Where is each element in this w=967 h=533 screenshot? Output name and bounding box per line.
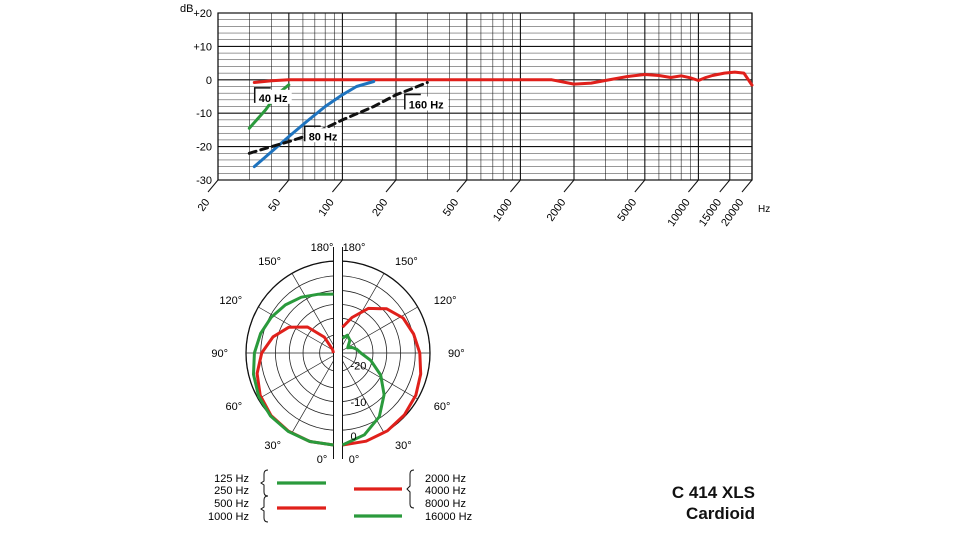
polar-spoke: [291, 352, 339, 433]
legend-label: 2000 Hz: [425, 473, 466, 485]
legend-label: 500 Hz: [214, 498, 249, 510]
x-tick-mark: [332, 179, 343, 193]
polar-angle-label: 150°: [258, 256, 281, 268]
annotation-bracket: [253, 87, 271, 103]
polar-radial-label: 0: [351, 431, 357, 443]
polar-spoke: [258, 352, 339, 400]
annotation-bracket: [303, 125, 321, 142]
x-tick-label: 200: [370, 197, 390, 219]
model-name: C 414 XLS: [671, 483, 755, 502]
x-tick-label: 500: [441, 197, 461, 219]
pattern-name: Cardioid: [686, 504, 755, 523]
polar-angle-label: 60°: [226, 401, 243, 413]
polar-radial-label: -20: [351, 360, 367, 372]
annotation-label: 160 Hz: [409, 100, 444, 112]
annotation-bg: [404, 96, 449, 111]
polar-angle-label: 60°: [434, 401, 451, 413]
x-tick-label: 5000: [615, 197, 639, 224]
polar-spoke: [258, 306, 339, 354]
annotation-label: 40 Hz: [259, 93, 288, 105]
polar-center-gap: [333, 247, 343, 459]
annotation-bracket: [404, 93, 421, 110]
response-curve: [252, 70, 754, 87]
legend-label: 8000 Hz: [425, 498, 466, 510]
frequency-response-chart: 20 50 100 200 500 1000 2000 5000 10000 1500020000…: [180, 3, 770, 229]
y-tick-label: -30: [196, 175, 212, 187]
y-tick-label: +10: [193, 41, 212, 53]
polar-curve: [252, 292, 334, 447]
polar-angle-label: 30°: [395, 440, 412, 452]
y-tick-label: +20: [193, 8, 212, 20]
x-tick-label: 20: [196, 197, 213, 214]
legend-label: 250 Hz: [214, 485, 249, 497]
polar-angle-label: 180°: [343, 242, 366, 254]
polar-angle-label: 90°: [211, 348, 228, 360]
polar-spoke: [337, 352, 418, 400]
x-tick-mark: [385, 179, 397, 193]
polar-angle-label: 30°: [264, 440, 281, 452]
legend-label: 1000 Hz: [208, 511, 249, 523]
x-tick-label: 2000: [545, 197, 569, 224]
y-tick-label: -10: [196, 108, 212, 120]
legend-label: 125 Hz: [214, 473, 249, 485]
legend-brace: [406, 469, 415, 509]
polar-angle-label: 150°: [395, 256, 418, 268]
x-tick-label: 15000: [697, 197, 724, 229]
legend-label: 4000 Hz: [425, 485, 466, 497]
polar-spoke: [337, 306, 418, 354]
x-tick-mark: [634, 179, 646, 193]
response-curve: [252, 80, 376, 169]
response-curve: [247, 81, 429, 155]
polar-spoke: [291, 273, 339, 354]
x-tick-mark: [563, 179, 575, 193]
y-axis-label: dB: [180, 3, 193, 15]
x-tick-label: 10000: [665, 197, 692, 229]
annotation-bg: [304, 128, 342, 143]
x-tick-mark: [688, 179, 699, 193]
x-tick-mark: [207, 179, 219, 193]
polar-angle-label: 120°: [434, 295, 457, 307]
legend-label: 16000 Hz: [425, 511, 472, 523]
y-tick-label: 0: [206, 75, 212, 87]
x-tick-mark: [719, 179, 731, 193]
x-tick-label: 20000: [719, 197, 746, 229]
plot-frame: [217, 12, 753, 181]
polar-angle-label: 180°: [311, 242, 334, 254]
polar-angle-label: 90°: [448, 348, 465, 360]
polar-pattern-chart: 180° 180° 150° 150° 120° 120° 90° 90° 60° 60° 30° 3…: [211, 242, 464, 466]
x-tick-mark: [741, 179, 753, 193]
x-tick-label: 1000: [491, 197, 515, 224]
x-tick-mark: [510, 179, 521, 193]
polar-angle-label: 0°: [317, 454, 328, 466]
x-tick-mark: [278, 179, 290, 193]
polar-curve: [341, 333, 386, 447]
polar-angle-label: 0°: [349, 454, 360, 466]
polar-radial-label: -10: [351, 397, 367, 409]
x-tick-label: 50: [266, 197, 283, 214]
legend-brace: [260, 495, 269, 523]
x-tick-mark: [456, 179, 468, 193]
x-tick-label: 100: [317, 197, 337, 219]
annotation-bg: [254, 89, 292, 104]
x-axis-label: Hz: [758, 204, 770, 215]
annotation-label: 80 Hz: [309, 131, 338, 143]
polar-curve: [341, 306, 423, 447]
polar-angle-label: 120°: [219, 295, 242, 307]
y-tick-label: -20: [196, 142, 212, 154]
legend-brace: [260, 469, 269, 497]
